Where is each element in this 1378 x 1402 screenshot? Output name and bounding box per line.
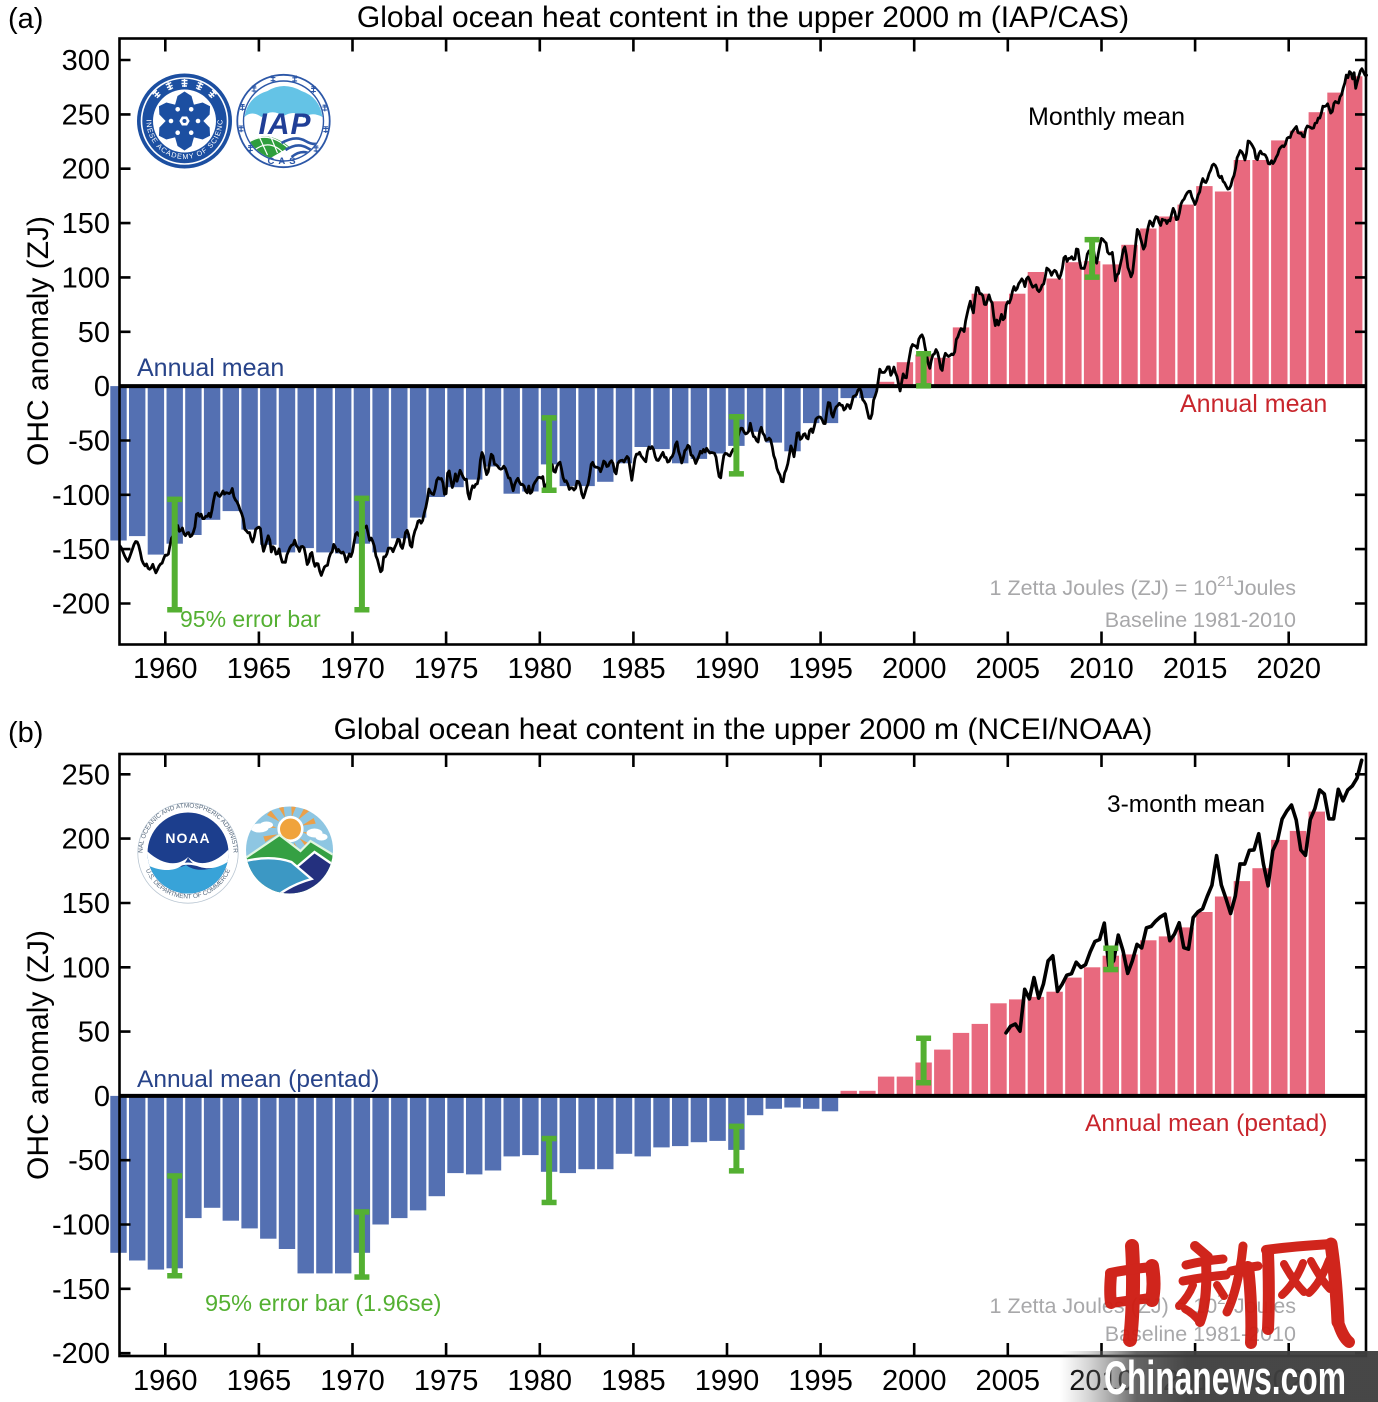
svg-text:200: 200 (62, 154, 110, 186)
svg-text:250: 250 (62, 759, 110, 791)
svg-text:Chinanews.com: Chinanews.com (1104, 1351, 1346, 1402)
svg-text:-200: -200 (52, 589, 110, 621)
svg-text:150: 150 (62, 888, 110, 920)
svg-text:1975: 1975 (414, 653, 479, 685)
svg-text:1960: 1960 (133, 653, 198, 685)
svg-text:1990: 1990 (695, 1365, 760, 1397)
svg-text:Annual mean: Annual mean (137, 354, 284, 382)
svg-text:-50: -50 (68, 426, 110, 458)
svg-text:95% error bar (1.96se): 95% error bar (1.96se) (205, 1290, 441, 1316)
svg-text:1975: 1975 (414, 1365, 479, 1397)
svg-text:1960: 1960 (133, 1365, 198, 1397)
svg-text:1970: 1970 (320, 1365, 385, 1397)
svg-text:Annual mean: Annual mean (1180, 390, 1327, 418)
svg-text:Global ocean heat content in t: Global ocean heat content in the upper 2… (334, 713, 1153, 746)
svg-text:-100: -100 (52, 480, 110, 512)
svg-text:0: 0 (94, 371, 110, 403)
svg-text:Monthly mean: Monthly mean (1028, 103, 1185, 131)
svg-text:50: 50 (78, 1017, 110, 1049)
svg-text:1980: 1980 (508, 1365, 573, 1397)
svg-text:IAP: IAP (259, 108, 312, 141)
svg-text:2010: 2010 (1069, 653, 1134, 685)
svg-text:CAS: CAS (267, 156, 299, 167)
svg-text:(b): (b) (8, 717, 43, 749)
svg-text:100: 100 (62, 262, 110, 294)
svg-text:1985: 1985 (601, 1365, 666, 1397)
svg-text:300: 300 (62, 45, 110, 77)
svg-text:1995: 1995 (788, 1365, 853, 1397)
svg-text:-150: -150 (52, 534, 110, 566)
svg-text:-100: -100 (52, 1210, 110, 1242)
svg-text:Annual mean (pentad): Annual mean (pentad) (1085, 1110, 1327, 1137)
svg-text:OHC anomaly (ZJ): OHC anomaly (ZJ) (22, 216, 55, 466)
svg-text:NOAA: NOAA (165, 830, 210, 846)
svg-text:1 Zetta Joules (ZJ) = 1021Joul: 1 Zetta Joules (ZJ) = 1021Joules (990, 573, 1296, 600)
svg-text:0: 0 (94, 1081, 110, 1113)
svg-text:2005: 2005 (976, 1365, 1041, 1397)
svg-text:2005: 2005 (976, 653, 1041, 685)
svg-text:1965: 1965 (227, 1365, 292, 1397)
svg-text:100: 100 (62, 952, 110, 984)
svg-text:50: 50 (78, 317, 110, 349)
svg-text:2015: 2015 (1163, 653, 1228, 685)
svg-text:3-month mean: 3-month mean (1107, 791, 1265, 818)
svg-text:2020: 2020 (1256, 653, 1321, 685)
svg-text:95% error bar: 95% error bar (180, 606, 321, 632)
svg-text:1985: 1985 (601, 653, 666, 685)
svg-text:2000: 2000 (882, 1365, 947, 1397)
svg-text:250: 250 (62, 99, 110, 131)
svg-text:-200: -200 (52, 1338, 110, 1370)
svg-text:-150: -150 (52, 1274, 110, 1306)
svg-text:OHC anomaly (ZJ): OHC anomaly (ZJ) (22, 930, 55, 1180)
svg-text:200: 200 (62, 824, 110, 856)
svg-text:1980: 1980 (508, 653, 573, 685)
svg-text:Global ocean heat content in t: Global ocean heat content in the upper 2… (357, 1, 1129, 34)
svg-text:Annual mean (pentad): Annual mean (pentad) (137, 1066, 379, 1093)
svg-text:1965: 1965 (227, 653, 292, 685)
svg-text:-50: -50 (68, 1145, 110, 1177)
svg-text:(a): (a) (8, 3, 43, 35)
svg-text:2000: 2000 (882, 653, 947, 685)
svg-text:1970: 1970 (320, 653, 385, 685)
svg-text:1995: 1995 (788, 653, 853, 685)
svg-text:150: 150 (62, 208, 110, 240)
svg-text:1990: 1990 (695, 653, 760, 685)
svg-text:Baseline 1981-2010: Baseline 1981-2010 (1105, 608, 1296, 632)
